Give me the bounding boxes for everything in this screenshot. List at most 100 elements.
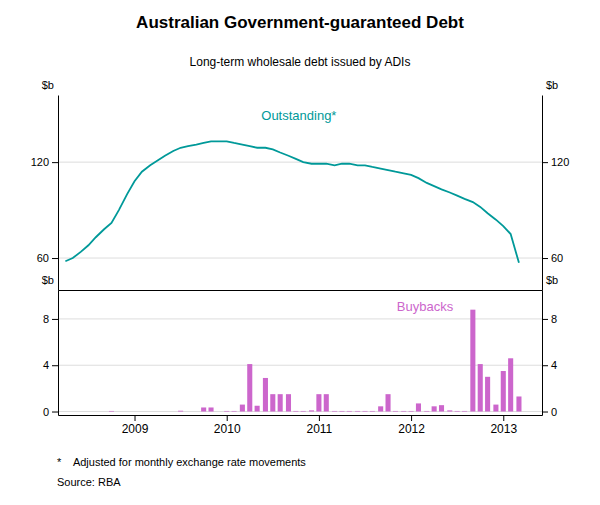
axis-label: $b [42,79,54,91]
bar [508,358,513,411]
bar [462,410,467,412]
axis-line [58,291,59,416]
y-axis: 0 4 8 [43,291,59,418]
line [65,141,519,262]
axis-label: $b [42,274,54,286]
bar [347,410,352,412]
tick: 8 [542,313,557,325]
tick-label: 0 [43,406,49,418]
bar [478,364,483,411]
bar [278,394,283,411]
tick: 2009 [122,415,149,436]
bar [263,378,268,412]
axis-line [542,96,543,291]
grid-line [58,318,542,319]
bar [178,410,183,412]
bar [516,396,521,411]
bar [270,394,275,411]
tick-label: 120 [31,156,49,168]
bar [362,410,367,412]
tick: 2012 [398,415,425,436]
bar [339,410,344,412]
grid-line [58,411,542,412]
bar [409,410,414,412]
tick: 2010 [214,415,241,436]
y-axis: 60 120 [31,96,59,291]
axis-line [59,415,543,416]
bar [501,371,506,412]
tick: 8 [43,313,58,325]
grid [58,319,542,412]
tick: 120 [31,156,58,168]
tick-label: 120 [551,156,569,168]
bar [201,407,206,411]
tick-label: 2011 [306,422,332,436]
bar [447,410,452,411]
axis-line [59,290,543,291]
axis-line [542,291,543,416]
tick-mark [227,415,228,421]
panel: 60 120 60 120 $b $b Outstanding* [31,79,570,291]
tick-mark [52,319,58,320]
tick-label: 2009 [122,422,149,436]
bar [232,410,237,412]
annotation: Source: RBA [57,476,121,488]
tick: 0 [43,406,58,418]
bar [247,364,252,411]
axis-label: $b [546,79,558,91]
marks [65,141,519,262]
tick-mark [52,162,58,163]
bar [332,410,337,412]
tick-mark [52,258,58,259]
bar [301,410,306,412]
bar [455,410,460,412]
bar [316,394,321,411]
tick-label: 2013 [490,422,517,436]
tick-mark [542,319,548,320]
title: Australian Government-guaranteed Debt [136,13,464,32]
bar [439,405,444,411]
tick: 4 [43,359,58,371]
tick-label: 60 [37,252,49,264]
tick-mark [52,365,58,366]
tick-mark [411,415,412,421]
bar [378,406,383,411]
axis-label: $b [546,274,558,286]
tick-mark [319,415,320,421]
grid-line [58,162,542,163]
bar [309,410,314,411]
grid-line [58,365,542,366]
tick: 0 [542,406,557,418]
bar [109,410,114,412]
bar [240,405,245,412]
bar [470,310,475,412]
bar [493,405,498,412]
bar [355,410,360,412]
bar [255,406,260,412]
subtitle: Long-term wholesale debt issued by ADIs [190,55,411,69]
x-axis [59,290,543,291]
bar [485,377,490,412]
panel: 0 4 8 0 4 8 2009 2010 2011 2012 2013 $b $b Buybacks [42,274,559,436]
bar [224,410,229,412]
chart: 60 120 60 120 $b $b Outstanding* 0 4 8 0 4 8 2009 2010… [0,0,600,505]
tick: 4 [542,359,557,371]
tick: 2011 [306,415,332,436]
tick-mark [542,365,548,366]
bar [293,410,298,412]
series-label: Buybacks [397,299,454,314]
grid [58,162,542,258]
x-axis: 2009 2010 2011 2012 2013 [59,415,543,436]
tick-label: 60 [551,252,563,264]
tick-label: 4 [43,359,49,371]
tick-mark [503,415,504,421]
tick: 2013 [490,415,517,436]
tick-mark [542,412,548,413]
bar [209,407,214,411]
tick: 60 [542,252,563,264]
tick-mark [52,412,58,413]
bar [286,394,291,411]
tick-label: 0 [551,406,557,418]
tick-label: 8 [43,313,49,325]
series-label: Outstanding* [261,108,336,123]
